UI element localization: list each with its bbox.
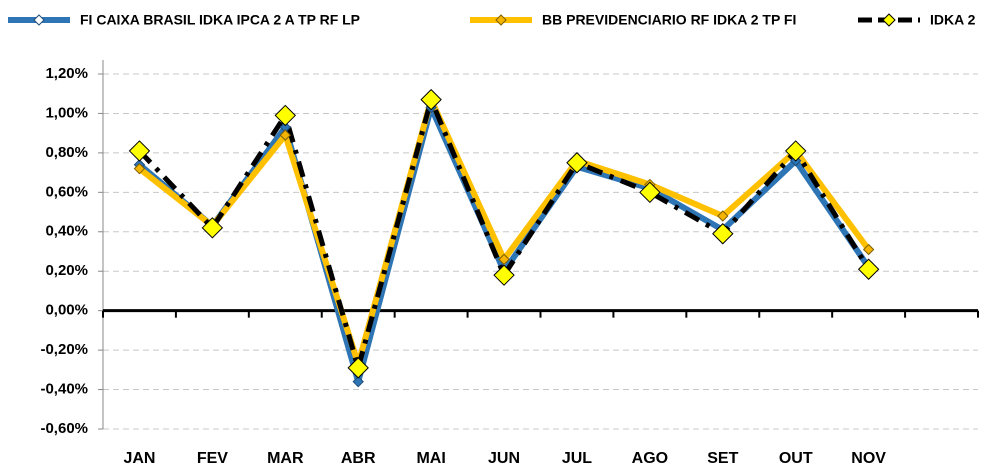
data-marker — [712, 223, 734, 245]
y-tick-label: 1,20% — [45, 65, 88, 82]
y-tick-label: 0,80% — [45, 144, 88, 161]
legend-marker — [882, 13, 896, 27]
x-tick-label: AGO — [632, 450, 668, 467]
x-tick-label: MAR — [267, 450, 304, 467]
data-marker — [420, 88, 442, 111]
series-line — [137, 104, 872, 385]
x-tick-label: FEV — [197, 450, 228, 467]
legend-label: BB PREVIDENCIARIO RF IDKA 2 TP FI — [542, 12, 796, 28]
legend-label: IDKA 2 — [930, 12, 976, 28]
y-tick-label: -0,60% — [40, 420, 88, 437]
series-line — [137, 97, 871, 371]
data-marker — [133, 162, 146, 175]
y-tick-label: 0,40% — [45, 223, 88, 240]
x-tick-label: SET — [707, 450, 738, 467]
x-tick-label: MAI — [416, 450, 445, 467]
y-tick-label: -0,20% — [40, 341, 88, 358]
x-tick-label: OUT — [779, 450, 813, 467]
x-tick-label: NOV — [851, 450, 886, 467]
data-marker — [717, 210, 729, 222]
data-marker — [639, 181, 661, 204]
data-marker — [862, 243, 875, 256]
data-marker — [279, 129, 291, 141]
x-tick-label: JAN — [123, 450, 155, 467]
data-marker — [352, 375, 364, 388]
data-marker — [857, 258, 880, 280]
data-marker — [128, 140, 151, 162]
y-tick-label: 0,00% — [45, 302, 88, 319]
y-tick-label: -0,40% — [40, 381, 88, 398]
y-tick-label: 0,60% — [45, 183, 88, 200]
legend-label: FI CAIXA BRASIL IDKA IPCA 2 A TP RF LP — [80, 12, 360, 28]
x-tick-label: ABR — [341, 450, 376, 467]
data-marker — [785, 140, 807, 162]
legend-marker — [33, 14, 45, 26]
data-marker — [498, 253, 510, 266]
data-marker — [347, 357, 369, 379]
legend-marker — [495, 14, 507, 26]
data-marker — [566, 152, 588, 174]
data-marker — [274, 104, 296, 127]
x-tick-label: JUL — [562, 450, 592, 467]
data-marker — [201, 217, 224, 239]
y-tick-label: 1,00% — [45, 104, 88, 121]
data-marker — [493, 264, 515, 286]
y-tick-label: 0,20% — [45, 262, 88, 279]
x-tick-label: JUN — [488, 450, 520, 467]
